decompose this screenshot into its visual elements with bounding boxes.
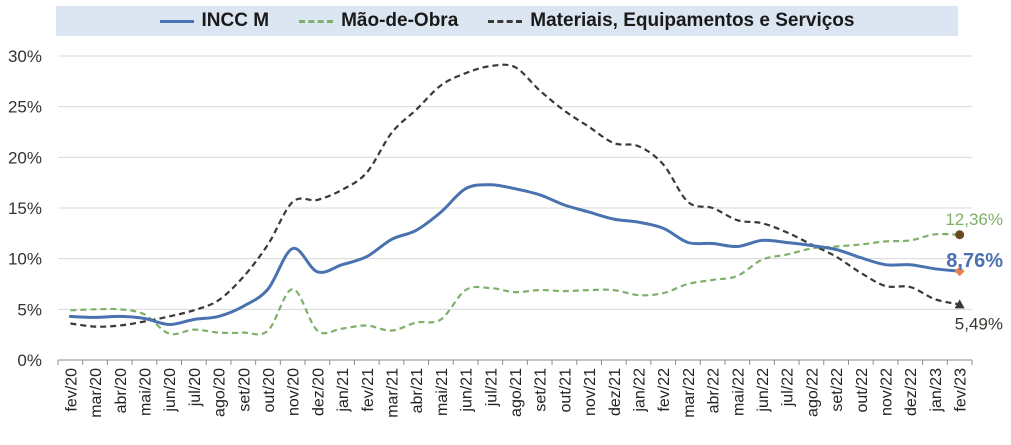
legend-swatch-materiais <box>488 19 523 23</box>
x-tick-label-jan-22: jan/22 <box>632 368 649 413</box>
x-tick-label-mar-21: mar/21 <box>384 368 401 418</box>
x-tick-label-jan-21: jan/21 <box>335 368 352 413</box>
x-tick-label-abr-20: abr/20 <box>113 368 130 413</box>
x-tick-label-ago-22: ago/22 <box>804 368 821 417</box>
end-label-incc-m: 8,76% <box>946 250 1003 272</box>
x-tick-label-jul-22: jul/22 <box>780 368 797 407</box>
series-line-mao-de-obra <box>70 232 960 336</box>
y-tick-label-10: 10% <box>8 250 42 269</box>
y-tick-label-25: 25% <box>8 98 42 117</box>
y-tick-label-5: 5% <box>17 300 42 319</box>
legend-label-materiais: Materiais, Equipamentos e Serviços <box>530 10 855 31</box>
legend: INCC M Mão-de-Obra Materiais, Equipament… <box>56 6 958 36</box>
x-tick-label-out-22: out/22 <box>854 368 871 413</box>
x-tick-label-jan-23: jan/23 <box>928 368 945 413</box>
x-tick-label-out-20: out/20 <box>261 368 278 413</box>
y-tick-label-30: 30% <box>8 47 42 66</box>
x-tick-label-set-20: set/20 <box>236 368 253 412</box>
x-tick-label-dez-22: dez/22 <box>903 368 920 416</box>
end-marker-materiais <box>954 299 965 309</box>
x-tick-label-out-21: out/21 <box>557 368 574 413</box>
x-tick-label-jun-20: jun/20 <box>162 368 179 413</box>
x-tick-label-mar-20: mar/20 <box>88 368 105 418</box>
x-tick-label-fev-22: fev/22 <box>656 368 673 412</box>
end-label-materiais: 5,49% <box>955 314 1003 333</box>
x-tick-label-ago-20: ago/20 <box>212 368 229 417</box>
legend-item-incc: INCC M <box>159 10 270 32</box>
legend-item-materiais: Materiais, Equipamentos e Serviços <box>488 10 854 32</box>
x-tick-label-set-22: set/22 <box>829 368 846 412</box>
x-tick-label-nov-20: nov/20 <box>286 368 303 416</box>
x-tick-label-fev-21: fev/21 <box>360 368 377 412</box>
legend-swatch-mao-de-obra <box>299 19 334 23</box>
x-tick-label-fev-23: fev/23 <box>953 368 970 412</box>
y-tick-label-15: 15% <box>8 199 42 218</box>
x-tick-label-jul-21: jul/21 <box>483 368 500 407</box>
x-tick-label-jul-20: jul/20 <box>187 368 204 407</box>
y-tick-label-20: 20% <box>8 148 42 167</box>
x-tick-label-jun-22: jun/22 <box>755 368 772 413</box>
x-tick-label-mai-20: mai/20 <box>137 368 154 416</box>
x-tick-label-nov-22: nov/22 <box>879 368 896 416</box>
y-tick-label-0: 0% <box>17 351 42 370</box>
x-tick-label-abr-22: abr/22 <box>706 368 723 413</box>
end-marker-incc-m <box>954 266 965 277</box>
legend-swatch-incc <box>159 19 194 23</box>
x-tick-label-abr-21: abr/21 <box>409 368 426 413</box>
series-line-incc-m <box>68 183 962 327</box>
x-tick-label-dez-21: dez/21 <box>607 368 624 416</box>
x-tick-label-ago-21: ago/21 <box>508 368 525 417</box>
end-marker-mao-de-obra <box>955 230 965 240</box>
x-tick-label-mai-22: mai/22 <box>730 368 747 416</box>
legend-label-mao-de-obra: Mão-de-Obra <box>341 10 459 31</box>
x-tick-label-dez-20: dez/20 <box>310 368 327 416</box>
x-tick-label-jun-21: jun/21 <box>459 368 476 413</box>
legend-item-mao-de-obra: Mão-de-Obra <box>299 10 458 32</box>
x-tick-label-nov-21: nov/21 <box>582 368 599 416</box>
series-line-materiais <box>70 63 960 328</box>
x-tick-label-mar-22: mar/22 <box>681 368 698 418</box>
x-tick-label-mai-21: mai/21 <box>434 368 451 416</box>
legend-label-incc: INCC M <box>201 10 270 31</box>
x-tick-label-fev-20: fev/20 <box>63 368 80 412</box>
end-label-mao-de-obra: 12,36% <box>945 210 1003 229</box>
x-tick-label-set-21: set/21 <box>533 368 550 412</box>
